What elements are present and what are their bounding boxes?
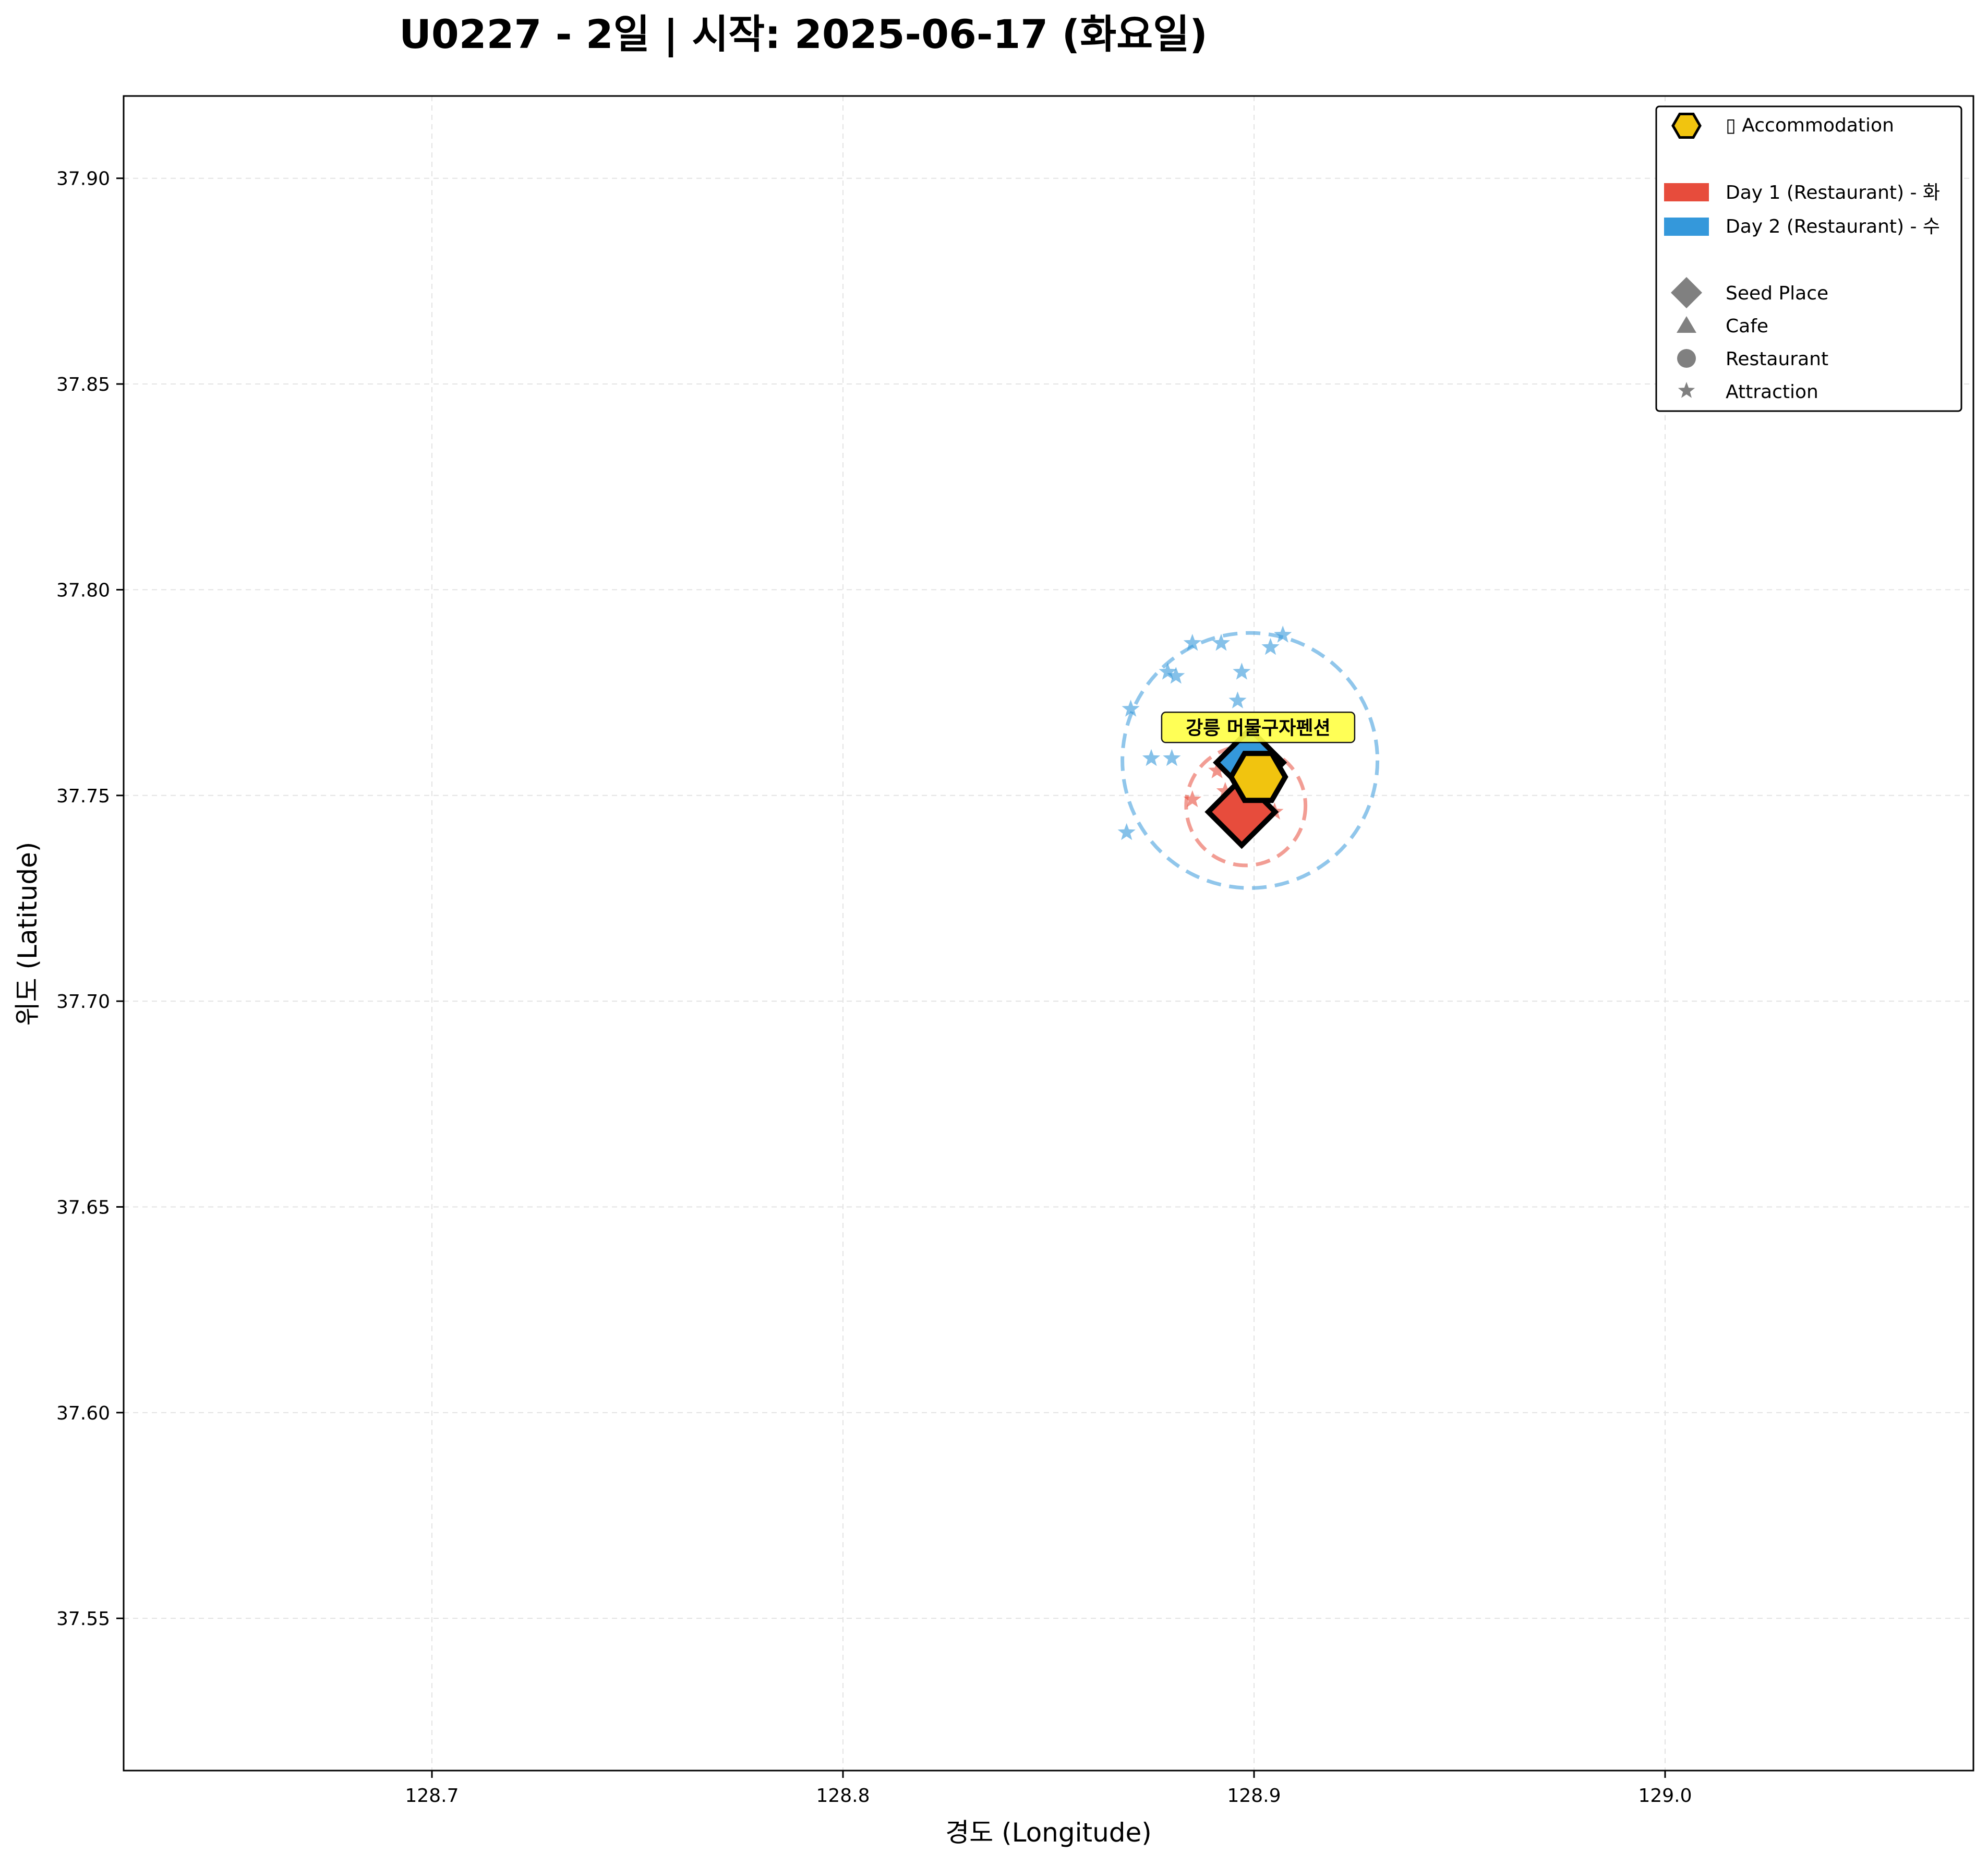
legend-day1-label: Day 1 (Restaurant) - 화 xyxy=(1726,182,1940,203)
triangle-icon xyxy=(1677,316,1696,333)
y-tick-label: 37.55 xyxy=(56,1608,110,1630)
x-tick-label: 128.9 xyxy=(1227,1785,1281,1807)
legend: ▯ Accommodation Day 1 (Restaurant) - 화 D… xyxy=(1655,105,1962,412)
legend-accommodation-entry: ▯ Accommodation xyxy=(1671,113,1894,139)
legend-seed-label: Seed Place xyxy=(1726,283,1828,304)
y-tick-label: 37.85 xyxy=(56,374,110,395)
legend-seed-entry: Seed Place xyxy=(1671,277,1828,308)
plot-area-frame xyxy=(123,95,1974,1772)
day2-attraction-star xyxy=(1167,667,1185,684)
day2-attraction-star xyxy=(1233,663,1251,680)
day2-attraction-star xyxy=(1117,823,1136,840)
x-tick-label: 129.0 xyxy=(1638,1785,1692,1807)
x-tick-label: 128.8 xyxy=(816,1785,870,1807)
accommodation-marker-group: 강릉 머물구자펜션 xyxy=(1161,712,1356,803)
x-tick-label: 128.7 xyxy=(405,1785,459,1807)
legend-box xyxy=(1655,105,1962,412)
day1-color-patch xyxy=(1664,183,1709,201)
legend-restaurant-label: Restaurant xyxy=(1726,348,1828,370)
accommodation-name-label: 강릉 머물구자펜션 xyxy=(1186,717,1331,739)
day2-attraction-star xyxy=(1228,691,1247,708)
y-tick-label: 37.65 xyxy=(56,1197,110,1218)
legend-day1-entry: Day 1 (Restaurant) - 화 xyxy=(1664,182,1940,203)
day1-attraction-star xyxy=(1208,761,1226,778)
day2-attraction-star xyxy=(1159,663,1177,680)
hexagon-icon xyxy=(1671,113,1702,139)
legend-accommodation-label: ▯ Accommodation xyxy=(1726,115,1894,136)
legend-attraction-label: Attraction xyxy=(1726,381,1818,403)
legend-cafe-label: Cafe xyxy=(1726,316,1768,337)
legend-day2-label: Day 2 (Restaurant) - 수 xyxy=(1726,216,1940,237)
day2-attraction-star xyxy=(1212,634,1231,651)
y-axis-ticks: 37.55 37.60 37.65 37.70 37.75 37.80 37.85 37.90 xyxy=(56,169,124,1630)
day2-attraction-star xyxy=(1163,749,1181,766)
day1-attraction-star xyxy=(1183,790,1201,808)
legend-attraction-entry: Attraction xyxy=(1678,381,1818,403)
day1-attraction-star xyxy=(1216,781,1234,799)
y-axis-label: 위도 (Latitude) xyxy=(13,842,43,1026)
circle-icon xyxy=(1677,349,1696,368)
accommodation-marker xyxy=(1228,751,1288,803)
y-tick-label: 37.80 xyxy=(56,580,110,601)
chart-title: U0227 - 2일 | 시작: 2025-06-17 (화요일) xyxy=(399,11,1208,58)
legend-restaurant-entry: Restaurant xyxy=(1677,348,1828,370)
x-axis-ticks: 128.7 128.8 128.9 129.0 xyxy=(405,1771,1692,1807)
day2-radius-circle xyxy=(1120,631,1380,890)
day2-attraction-star xyxy=(1274,625,1292,643)
day2-attraction-star xyxy=(1183,634,1201,651)
y-tick-label: 37.70 xyxy=(56,991,110,1013)
legend-day2-entry: Day 2 (Restaurant) - 수 xyxy=(1664,216,1940,237)
star-icon xyxy=(1678,382,1695,398)
y-tick-label: 37.75 xyxy=(56,786,110,807)
x-axis-label: 경도 (Longitude) xyxy=(945,1818,1152,1848)
day2-attraction-star xyxy=(1142,749,1161,766)
diamond-icon xyxy=(1671,277,1702,308)
accommodation-label-box xyxy=(1161,712,1356,743)
day2-attraction-star xyxy=(1261,637,1280,655)
y-tick-label: 37.60 xyxy=(56,1403,110,1424)
legend-cafe-entry: Cafe xyxy=(1677,316,1768,337)
day2-color-patch xyxy=(1664,218,1709,236)
y-tick-label: 37.90 xyxy=(56,169,110,190)
day2-attraction-star xyxy=(1122,700,1140,717)
